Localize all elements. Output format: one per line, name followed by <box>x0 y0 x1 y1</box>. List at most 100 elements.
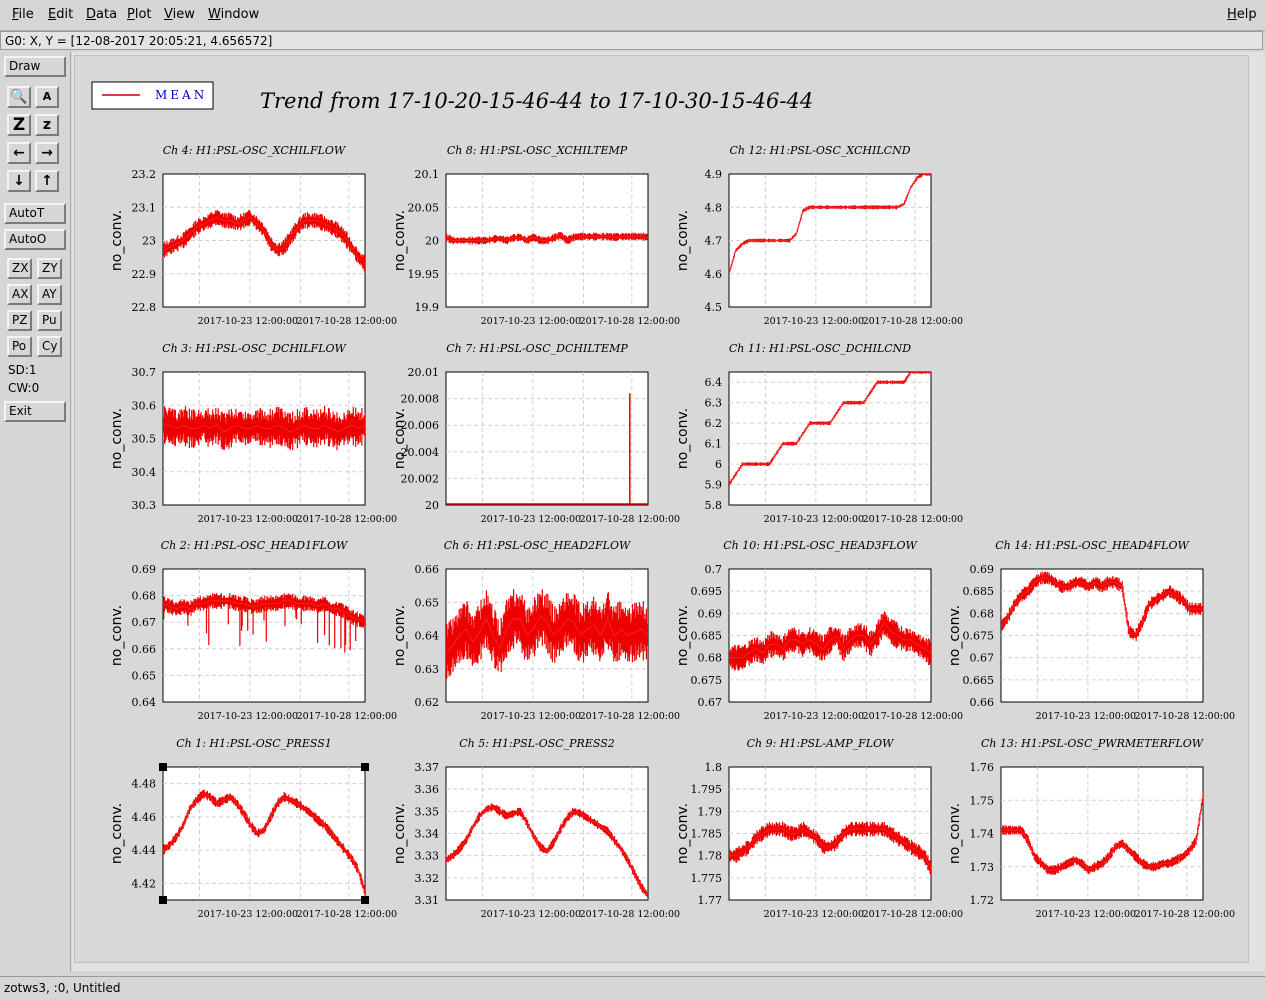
y-axis-label: no_conv. <box>392 408 408 469</box>
series-line <box>163 600 365 623</box>
arrow-left-icon[interactable]: ← <box>7 142 31 164</box>
y-tick-label: 20.004 <box>401 446 440 459</box>
series-mean <box>446 803 648 900</box>
left-toolbar: Draw 🔍 A Z z ← → ↓ ↑ AutoT AutoO ZX ZY A… <box>0 52 71 972</box>
x-tick-label: 2017-10-23 12:00:00 <box>764 514 864 525</box>
menu-file[interactable]: File <box>12 7 34 22</box>
x-tick-label: 2017-10-28 12:00:00 <box>297 909 397 920</box>
chart-6[interactable]: 20.01 20.008 20.006 20.004 20.002 20 2017-10-2… <box>392 342 680 525</box>
y-axis-label: no_conv. <box>109 210 125 271</box>
x-tick-label: 2017-10-28 12:00:00 <box>297 316 397 327</box>
ax-button[interactable]: AX <box>7 284 32 305</box>
menu-data[interactable]: Data <box>86 7 118 22</box>
y-axis-label: no_conv. <box>675 605 691 666</box>
arrow-up-icon[interactable]: ↑ <box>35 170 59 192</box>
y-tick-label: 0.69 <box>698 607 723 620</box>
chart-title: Ch 2: H1:PSL-OSC_HEAD1FLOW <box>161 539 349 552</box>
chart-9[interactable]: 0.69 0.68 0.67 0.66 0.65 0.64 2017-10-23 12:00… <box>109 539 397 722</box>
selection-handle[interactable] <box>159 896 167 904</box>
text-tool-icon[interactable]: A <box>35 86 59 108</box>
zy-button[interactable]: ZY <box>37 258 62 279</box>
chart-plot-area <box>728 371 932 506</box>
y-tick-label: 0.66 <box>970 696 995 709</box>
series-line <box>446 234 648 242</box>
series-mean <box>1001 792 1203 875</box>
menu-help[interactable]: Help <box>1227 7 1257 22</box>
zoom-out-icon[interactable]: z <box>35 114 59 136</box>
chart-title: Ch 13: H1:PSL-OSC_PWRMETERFLOW <box>981 737 1205 750</box>
cy-button[interactable]: Cy <box>37 336 62 357</box>
series-mean <box>729 174 931 276</box>
menu-window[interactable]: Window <box>208 7 260 22</box>
chart-10[interactable]: 0.66 0.65 0.64 0.63 0.62 2017-10-23 12:00:002… <box>392 539 680 722</box>
y-tick-label: 20.008 <box>401 393 440 406</box>
pu-button[interactable]: Pu <box>37 310 62 331</box>
menu-edit[interactable]: Edit <box>48 7 74 22</box>
ay-button[interactable]: AY <box>37 284 62 305</box>
chart-16[interactable]: 1.76 1.75 1.74 1.73 1.72 2017-10-23 12:00:002… <box>947 737 1235 920</box>
chart-12[interactable]: 0.69 0.685 0.68 0.675 0.67 0.665 0.66 2017-10-2… <box>947 539 1235 722</box>
y-tick-label: 6.1 <box>705 438 723 451</box>
menu-plot[interactable]: Plot <box>127 7 152 22</box>
magnify-icon[interactable]: 🔍 <box>7 86 31 108</box>
x-tick-label: 2017-10-28 12:00:00 <box>580 514 680 525</box>
chart-3[interactable]: 4.9 4.8 4.7 4.6 4.5 2017-10-23 12:00:002017-1… <box>675 144 963 327</box>
arrow-down-icon[interactable]: ↓ <box>7 170 31 192</box>
chart-15[interactable]: 1.8 1.795 1.79 1.785 1.78 1.775 1.77 2017-10-23… <box>675 737 963 920</box>
series-mean <box>163 593 365 653</box>
exit-button[interactable]: Exit <box>4 401 66 422</box>
chart-11[interactable]: 0.7 0.695 0.69 0.685 0.68 0.675 0.67 2017-10-23… <box>675 539 963 722</box>
y-tick-label: 22.9 <box>132 268 157 281</box>
y-tick-label: 4.48 <box>132 778 157 791</box>
y-tick-label: 0.665 <box>963 674 995 687</box>
selection-handle[interactable] <box>361 763 369 771</box>
selection-handle[interactable] <box>361 896 369 904</box>
x-tick-label: 2017-10-28 12:00:00 <box>580 711 680 722</box>
chart-title: Ch 8: H1:PSL-OSC_XCHILTEMP <box>447 144 628 157</box>
y-tick-label: 6.2 <box>705 417 723 430</box>
x-tick-label: 2017-10-28 12:00:00 <box>863 316 963 327</box>
autoo-button[interactable]: AutoO <box>4 229 66 250</box>
y-tick-label: 0.7 <box>705 563 723 576</box>
chart-title: Ch 10: H1:PSL-OSC_HEAD3FLOW <box>723 539 918 552</box>
y-tick-label: 20 <box>425 235 439 248</box>
y-tick-label: 30.4 <box>132 466 157 479</box>
y-tick-label: 0.67 <box>698 696 723 709</box>
chart-5[interactable]: 30.7 30.6 30.5 30.4 30.3 2017-10-23 12:00:002… <box>109 342 397 525</box>
y-tick-label: 20.1 <box>415 168 440 181</box>
selection-handle[interactable] <box>159 763 167 771</box>
y-tick-label: 0.66 <box>132 643 157 656</box>
chart-title: Ch 1: H1:PSL-OSC_PRESS1 <box>176 737 332 750</box>
draw-button[interactable]: Draw <box>4 56 66 77</box>
x-tick-label: 2017-10-23 12:00:00 <box>481 514 581 525</box>
y-tick-label: 30.6 <box>132 399 157 412</box>
pz-button[interactable]: PZ <box>7 310 32 331</box>
series-line <box>729 174 931 274</box>
chart-14[interactable]: 3.37 3.36 3.35 3.34 3.33 3.32 3.31 2017-10-23 1… <box>392 737 680 920</box>
autot-button[interactable]: AutoT <box>4 203 66 224</box>
y-tick-label: 6.3 <box>705 397 723 410</box>
chart-13[interactable]: 4.48 4.46 4.44 4.42 2017-10-23 12:00:002017-… <box>109 737 397 920</box>
zx-button[interactable]: ZX <box>7 258 32 279</box>
menu-view[interactable]: View <box>164 7 195 22</box>
y-tick-label: 0.67 <box>970 652 995 665</box>
chart-1[interactable]: 23.2 23.1 23 22.9 22.8 2017-10-23 12:00:00201… <box>109 144 397 327</box>
x-tick-label: 2017-10-23 12:00:00 <box>764 316 864 327</box>
menu-bar: File Edit Data Plot View Window Help <box>0 0 1265 31</box>
y-tick-label: 1.74 <box>970 828 995 841</box>
y-tick-label: 23.1 <box>132 201 157 214</box>
y-tick-label: 23.2 <box>132 168 157 181</box>
chart-2[interactable]: 20.1 20.05 20 19.95 19.9 2017-10-23 12:00:002… <box>392 144 680 327</box>
x-tick-label: 2017-10-28 12:00:00 <box>580 316 680 327</box>
series-mean <box>729 821 931 876</box>
chart-title: Ch 9: H1:PSL-AMP_FLOW <box>747 737 896 750</box>
y-tick-label: 0.675 <box>963 630 995 643</box>
y-tick-label: 1.78 <box>698 850 723 863</box>
po-button[interactable]: Po <box>7 336 32 357</box>
arrow-right-icon[interactable]: → <box>35 142 59 164</box>
y-axis-label: no_conv. <box>947 605 963 666</box>
y-tick-label: 5.8 <box>705 499 723 512</box>
zoom-in-icon[interactable]: Z <box>7 114 31 136</box>
chart-7[interactable]: 6.4 6.3 6.2 6.1 6 5.9 5.8 2017-10-23 12:00:0020… <box>675 342 963 525</box>
